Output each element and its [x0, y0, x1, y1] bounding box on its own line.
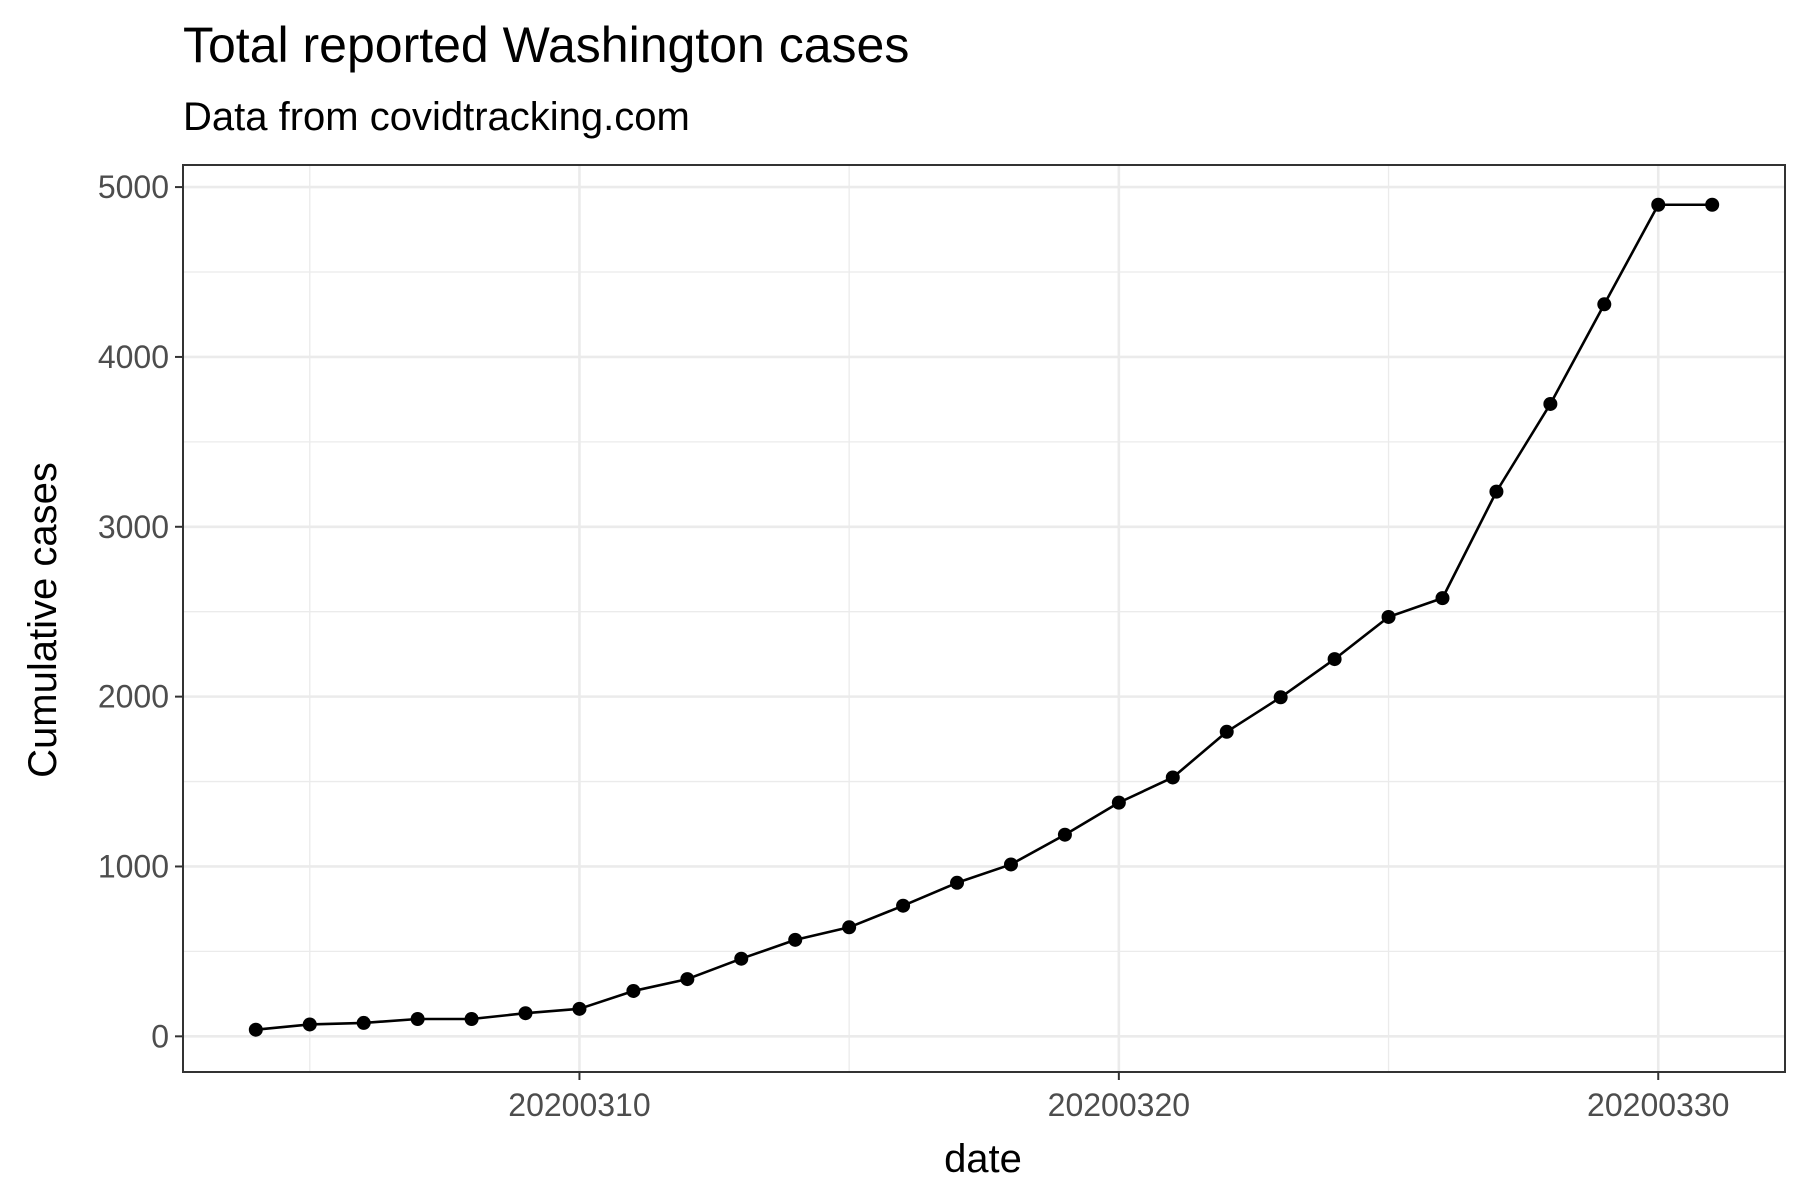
y-axis: 0 1000 2000 3000 4000 5000	[98, 169, 183, 1054]
data-point	[1165, 770, 1180, 785]
data-point	[410, 1012, 425, 1027]
data-point	[518, 1006, 533, 1021]
data-point	[1435, 591, 1450, 606]
data-point	[464, 1012, 479, 1027]
y-tick-label: 1000	[98, 848, 169, 884]
data-point	[302, 1017, 317, 1032]
y-tick-label: 0	[151, 1018, 169, 1054]
chart-subtitle: Data from covidtracking.com	[183, 95, 690, 139]
data-point	[788, 932, 803, 947]
x-tick-label: 20200330	[1587, 1087, 1729, 1123]
data-point	[680, 972, 695, 987]
series-layer	[248, 197, 1720, 1037]
data-point	[842, 920, 857, 935]
data-point	[356, 1015, 371, 1030]
data-point	[950, 875, 965, 890]
data-point	[1219, 724, 1234, 739]
y-tick-label: 4000	[98, 339, 169, 375]
major-gridlines	[183, 165, 1785, 1072]
x-tick-label: 20200310	[508, 1087, 650, 1123]
y-tick-label: 2000	[98, 679, 169, 715]
data-point	[1057, 827, 1072, 842]
data-point	[734, 951, 749, 966]
data-point	[896, 898, 911, 913]
chart-title: Total reported Washington cases	[183, 17, 909, 73]
data-point	[1705, 197, 1720, 212]
data-point	[1597, 297, 1612, 312]
y-tick-label: 5000	[98, 169, 169, 205]
data-point	[1651, 197, 1666, 212]
minor-gridlines	[183, 165, 1785, 1072]
data-point	[1327, 652, 1342, 667]
x-tick-label: 20200320	[1048, 1087, 1190, 1123]
y-axis-title: Cumulative cases	[21, 462, 65, 778]
data-point	[1381, 609, 1396, 624]
data-point	[1003, 857, 1018, 872]
y-tick-label: 3000	[98, 509, 169, 545]
data-point	[1543, 396, 1558, 411]
data-point	[626, 983, 641, 998]
data-point	[1489, 484, 1504, 499]
data-point	[1273, 690, 1288, 705]
x-axis: 20200310 20200320 20200330	[508, 1072, 1729, 1123]
series-line	[255, 203, 1713, 1032]
data-point	[1111, 795, 1126, 810]
x-axis-title: date	[944, 1137, 1022, 1181]
data-point	[248, 1022, 263, 1037]
data-point	[572, 1001, 587, 1016]
plot-frame	[182, 164, 1786, 1073]
